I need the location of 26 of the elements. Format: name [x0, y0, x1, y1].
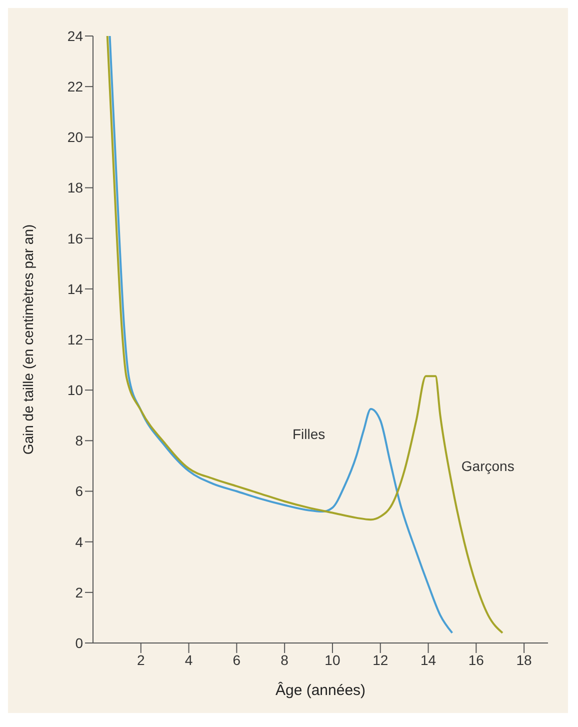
x-tick-label: 6: [232, 652, 241, 668]
x-tick-label: 12: [372, 652, 388, 668]
y-tick-label: 24: [67, 28, 84, 44]
x-tick-label: 4: [184, 652, 193, 668]
x-tick-label: 8: [280, 652, 289, 668]
x-tick-label: 16: [468, 652, 484, 668]
y-tick-label: 16: [67, 230, 84, 246]
x-tick-label: 18: [516, 652, 532, 668]
y-tick-label: 20: [67, 129, 84, 146]
series-label: Garçons: [461, 458, 514, 474]
y-tick-label: 14: [67, 280, 84, 297]
text: Filles: [292, 426, 326, 442]
y-tick-label: 8: [75, 432, 84, 449]
y-tick-label: 12: [67, 331, 84, 348]
y-tick-label: 18: [67, 180, 84, 196]
y-tick-label: 6: [75, 483, 84, 500]
y-tick-label: 0: [75, 634, 84, 651]
y-tick-label: 22: [67, 78, 84, 95]
x-tick-label: 14: [420, 652, 436, 668]
x-axis-title: Âge (années): [275, 681, 366, 699]
y-tick-label: 4: [75, 534, 84, 550]
y-tick-label: 2: [75, 584, 84, 600]
y-tick-label: 10: [67, 382, 84, 398]
y-axis-title: Gain de taille (en centimètres par an): [20, 224, 36, 455]
x-tick-label: 2: [136, 652, 145, 668]
x-tick-label: 10: [324, 652, 340, 668]
